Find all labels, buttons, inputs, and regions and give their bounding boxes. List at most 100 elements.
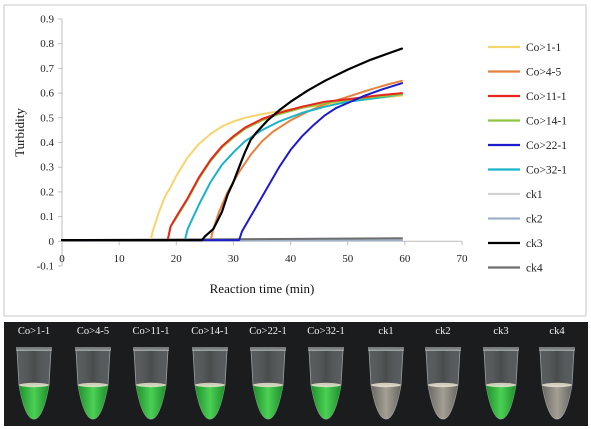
legend-entry: Co>1-1 [488,42,561,54]
y-axis-label: Turbidity [12,108,27,157]
y-tick-label: 0.6 [40,88,54,100]
chart-frame [3,4,587,317]
x-tick-label: 40 [285,253,297,265]
tube-rim [308,347,344,351]
tube-label: ck4 [549,326,565,337]
tube-row [16,347,575,420]
tube-liquid [486,385,516,419]
liquid-meniscus [136,382,166,388]
tube-rim [16,347,52,351]
tube-co-14-1 [192,347,228,420]
tube-ck1 [368,347,404,420]
liquid-meniscus [253,382,283,388]
legend-label: Co>22-1 [526,140,567,152]
y-tick-label: 0.5 [40,112,54,124]
tube-rim [75,347,111,351]
x-tick-label: 70 [457,253,469,265]
x-tick-label: 20 [171,253,183,265]
tube-liquid [542,385,572,419]
tube-rim [133,347,169,351]
y-tick-label: 0.1 [40,211,54,223]
tube-liquid [136,385,166,419]
y-tick-label: 0.2 [40,186,54,198]
legend-entry: Co>32-1 [488,165,567,177]
series-line-co-32-1 [61,93,403,242]
tube-ck3 [483,347,519,420]
series-line-co-22-1 [61,82,403,242]
tube-label: ck3 [493,326,509,337]
legend-entry: ck4 [488,263,543,275]
legend-label: Co>32-1 [526,165,567,177]
turbidity-line-chart: -0.1 0 0.1 0.2 0.3 0.4 0.5 0.6 0.7 0.8 0.9 0 10 20 30 4… [3,4,587,317]
tube-liquid [371,385,401,419]
tube-liquid [19,385,49,419]
tube-co-11-1 [133,347,169,420]
tube-rim [368,347,404,351]
series-line-co-4-5 [61,79,403,242]
legend-entry: ck3 [488,238,543,250]
tube-ck4 [539,347,575,420]
tube-label: Co>4-5 [76,326,110,337]
x-tick-label: 60 [399,253,411,265]
legend-label: Co>14-1 [526,116,567,128]
legend-entry: Co>22-1 [488,140,567,152]
x-tick-label: 0 [59,253,65,265]
y-tick-label: 0.9 [40,14,54,26]
tube-rim [250,347,286,351]
liquid-meniscus [195,382,225,388]
tube-co-22-1 [250,347,286,420]
series-line-co-11-1 [61,92,403,242]
liquid-meniscus [542,382,572,388]
liquid-meniscus [311,382,341,388]
tube-label: Co>22-1 [249,326,287,337]
legend-entry: ck1 [488,189,543,201]
legend-label: ck1 [526,189,543,201]
tube-liquid [428,385,458,419]
series-line-ck3 [60,47,404,242]
tube-label: ck2 [435,326,451,337]
y-tick-label: 0.8 [40,38,54,50]
legend-entry: Co>11-1 [488,91,567,103]
liquid-meniscus [486,382,516,388]
y-tick-label: 0 [49,236,55,248]
tube-ck2 [425,347,461,420]
tube-liquid [78,385,108,419]
series-line-co-14-1 [61,93,403,242]
tube-label: ck1 [378,326,394,337]
liquid-meniscus [19,382,49,388]
tube-co-4-5 [75,347,111,420]
x-axis-label: Reaction time (min) [210,281,315,296]
x-tick-label: 50 [342,253,354,265]
tube-rim [483,347,519,351]
tube-co-1-1 [16,347,52,420]
legend-label: ck2 [526,214,543,226]
legend-label: Co>4-5 [526,67,561,79]
tube-liquid [195,385,225,419]
x-tick-label: 10 [114,253,126,265]
tube-label: Co>11-1 [132,326,170,337]
legend-label: ck3 [526,238,543,250]
tube-rim [539,347,575,351]
tube-co-32-1 [308,347,344,420]
legend-label: Co>1-1 [526,42,561,54]
tube-label: Co>14-1 [191,326,229,337]
x-tick-label: 30 [228,253,240,265]
liquid-meniscus [78,382,108,388]
legend-entry: Co>14-1 [488,116,567,128]
tube-rim [425,347,461,351]
tube-liquid [311,385,341,419]
y-tick-label: 0.7 [40,63,54,75]
tube-rim [192,347,228,351]
tube-photo: Co>1-1 Co>4-5 Co>11-1 Co>14-1 Co>22-1 Co>32-1… [4,322,588,426]
y-tick-label: 0.3 [40,162,54,174]
liquid-meniscus [428,382,458,388]
y-tick-label: 0.4 [40,137,54,149]
tube-label: Co>1-1 [17,326,51,337]
y-tick-label: -0.1 [37,261,54,273]
legend-entry: Co>4-5 [488,67,561,79]
tube-label: Co>32-1 [307,326,345,337]
series-line-co-1-1 [61,94,403,242]
legend-label: Co>11-1 [526,91,567,103]
liquid-meniscus [371,382,401,388]
